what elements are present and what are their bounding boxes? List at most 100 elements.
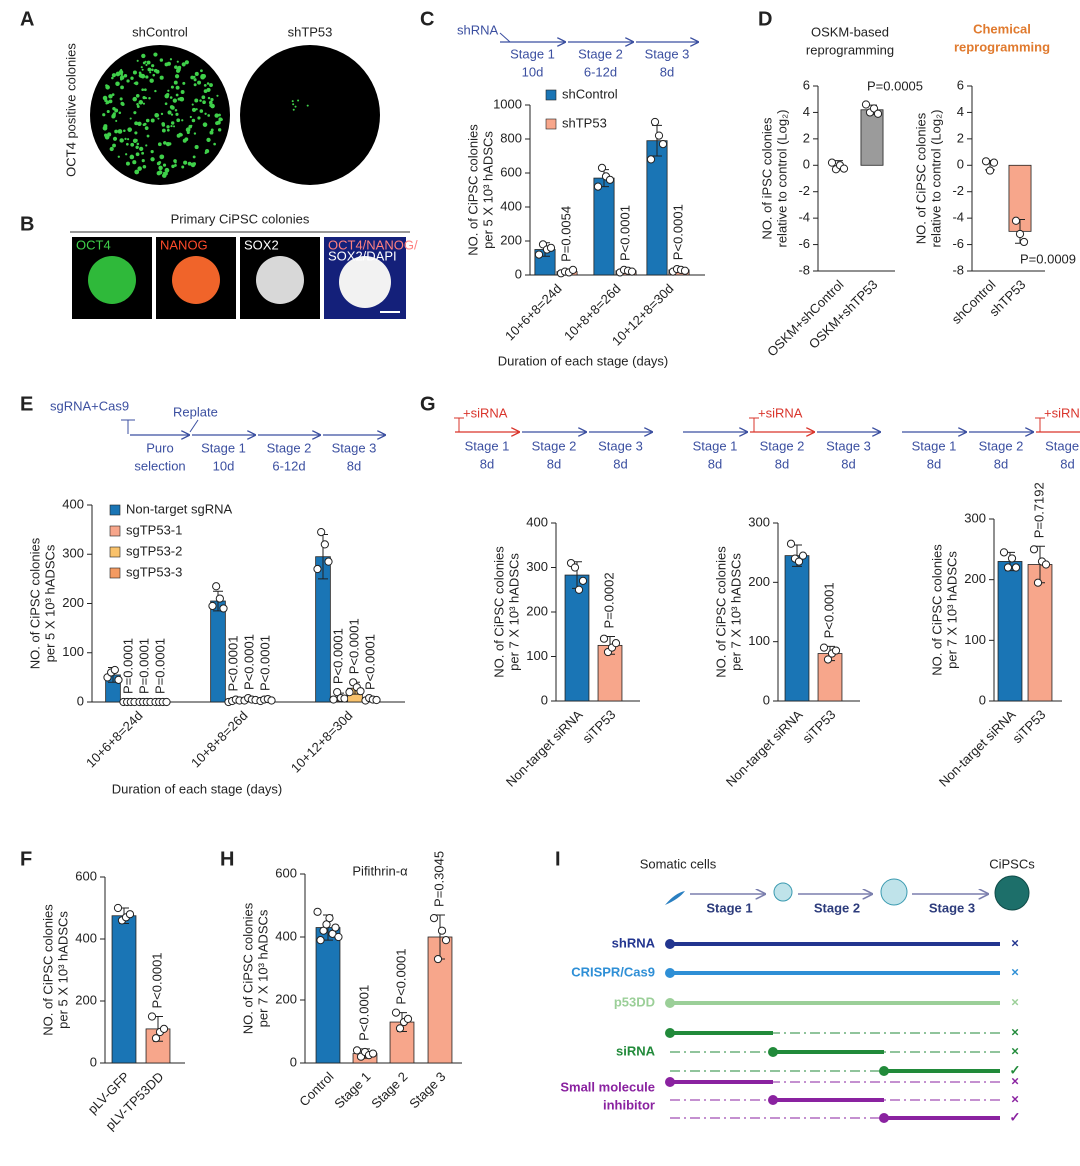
stage-label: Stage 1 [693,438,738,453]
stage-duration: 8d [775,456,789,471]
y-tick-label: 0 [803,157,810,172]
colony-dot [166,125,170,129]
data-point [151,1034,161,1043]
colony-dot [111,73,116,78]
data-point [611,639,621,648]
colony-dot [173,159,177,163]
colony-dot [292,108,295,111]
treatment-arrow [1035,417,1045,432]
stage-label: Stage 3 [645,46,690,61]
colony-dot [174,74,180,79]
data-point [827,158,837,167]
y-tick-label: 400 [500,198,522,213]
stage-duration: 8d [480,456,494,471]
colony-dot [186,130,190,135]
colony-dot [102,95,108,101]
colony-dot [103,133,108,138]
legend-swatch [109,525,121,537]
colony-dot [174,108,178,112]
y-tick-label: 200 [748,574,770,589]
data-point [433,954,443,964]
panel-label: H [220,848,234,870]
stage-duration: 6-12d [584,64,617,79]
data-point [823,655,833,664]
cell-icon [773,882,793,902]
p-value: P=0.0005 [867,78,923,93]
stage-duration: 8d [994,456,1008,471]
data-point [593,182,603,191]
outcome: ✓ [1010,1062,1021,1077]
y-tick-label: 100 [526,648,548,663]
colony-dot [154,89,157,93]
data-point [340,694,349,703]
data-point [989,158,999,167]
colony-dot [180,90,185,94]
colony-dot [169,58,173,61]
data-point [658,140,668,149]
colony-dot [144,97,148,100]
y-tick-label: 100 [748,633,770,648]
colony-dot [209,130,214,135]
legend-label: shControl [562,86,618,101]
data-point [1019,237,1029,247]
colony-dot [117,155,120,158]
colony-dot [129,154,135,160]
stage-label: selection [134,458,185,473]
data-point [147,1012,157,1021]
colony-dot [210,128,214,132]
stage-duration: 8d [613,456,627,471]
colony-dot [146,134,150,138]
colony-dot [206,82,210,85]
y-tick-label: -8 [952,262,964,277]
colony [172,256,220,304]
colony-dot [202,100,206,105]
outcome: × [1011,935,1019,950]
data-point [345,688,354,697]
treatment-arrow [189,419,199,433]
x-tick-label: Non-target siRNA [936,707,1019,790]
stage-label: Stage 1 [912,438,957,453]
stage-label: Stage 2 [760,438,805,453]
colony-dot [190,162,196,168]
colony-dot [184,137,189,142]
p-value: P<0.0001 [670,204,685,260]
stage-duration: 10d [522,64,544,79]
colony-dot [190,75,195,80]
p-value: P<0.0001 [257,635,272,691]
colony-dot [200,74,206,80]
colony-dot [168,142,172,146]
y-tick-label: 200 [275,991,297,1006]
data-point [873,109,883,118]
y-axis-label: NO. of CiPSC colonies [913,112,928,244]
colony-dot [201,95,206,100]
dish-image [240,45,380,185]
colony-dot [112,143,116,148]
cell-icon [994,875,1030,911]
colony-dot [138,71,142,75]
colony-dot [132,96,137,102]
treatment-start [665,998,675,1008]
channel-label: SOX2 [244,237,279,252]
colony-dot [145,144,148,147]
colony-dot [175,93,179,97]
y-tick-label: 300 [62,546,84,561]
y-tick-label: 6 [803,77,810,92]
data-point [125,910,135,919]
colony-dot [164,102,168,106]
colony-dot [199,99,202,102]
p-value: P=0.0002 [601,572,616,628]
colony-dot [179,133,183,137]
data-point [985,166,995,175]
colony-dot [173,98,177,102]
treatment-label: +siRNA [1044,405,1080,420]
data-point [1033,578,1043,587]
legend-swatch [109,546,121,558]
colony-dot [176,60,179,63]
stage-duration: 8d [708,456,722,471]
colony-dot [197,116,201,120]
colony-dot [182,81,186,85]
stage-label: Stage 2 [979,438,1024,453]
colony-dot [118,111,122,115]
data-point [1007,554,1017,563]
colony-dot [202,122,208,127]
